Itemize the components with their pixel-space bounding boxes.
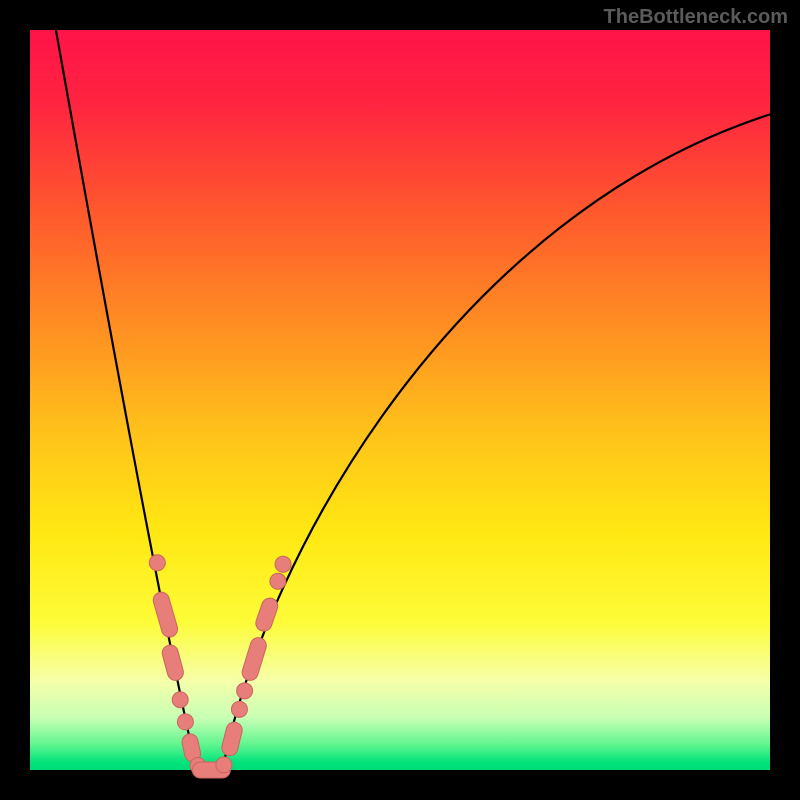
- plot-background: [30, 30, 770, 770]
- marker-dot: [270, 573, 286, 589]
- marker-dot: [177, 714, 193, 730]
- marker-dot: [231, 701, 247, 717]
- marker-dot: [149, 555, 165, 571]
- marker-dot: [172, 692, 188, 708]
- marker-dot: [237, 683, 253, 699]
- watermark-label: TheBottleneck.com: [604, 6, 788, 29]
- marker-dot: [275, 556, 291, 572]
- chart-canvas: TheBottleneck.com: [0, 0, 800, 800]
- marker-dot: [216, 757, 232, 773]
- chart-svg: [0, 0, 800, 800]
